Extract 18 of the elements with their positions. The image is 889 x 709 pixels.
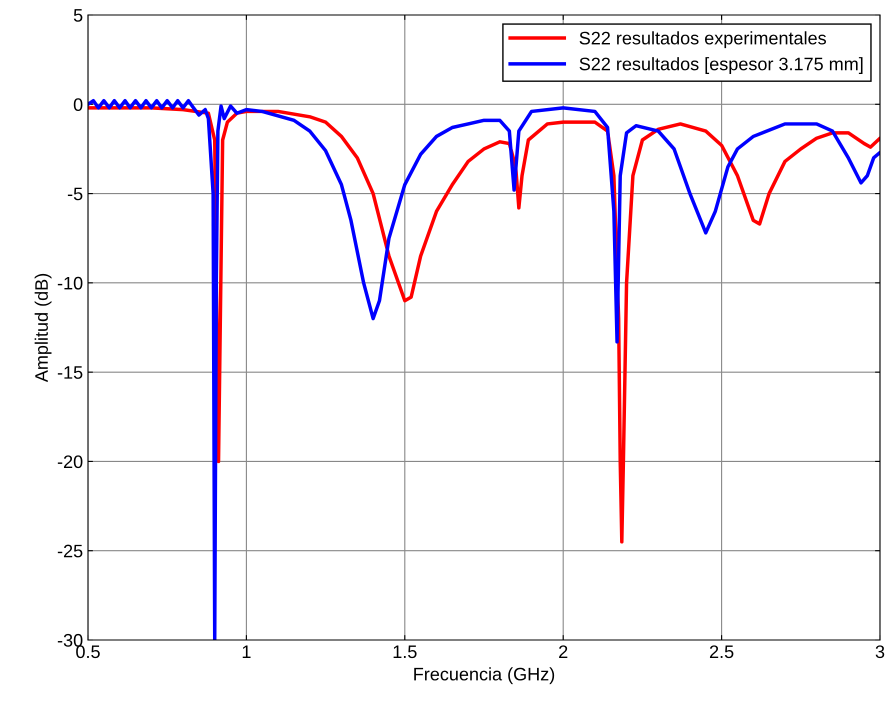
- y-tick-label: 0: [74, 98, 82, 112]
- y-tick-label: -20: [58, 455, 82, 468]
- x-tick-label: 1: [242, 646, 251, 658]
- y-tick-label: -10: [58, 276, 82, 290]
- y-tick-label: 5: [74, 9, 82, 22]
- y-tick-label: -15: [58, 366, 82, 379]
- y-tick-label: -5: [68, 188, 82, 200]
- x-tick-label: 0.5: [76, 645, 100, 658]
- legend-label: S22 resultados experimentales: [580, 31, 826, 48]
- legend-label: S22 resultados [espesor 3.175 mm]: [580, 57, 862, 74]
- y-tick-label: -25: [58, 544, 82, 558]
- y-tick-label: -30: [58, 634, 82, 647]
- x-tick-label: 3: [876, 645, 884, 658]
- x-tick-label: 1.5: [394, 646, 417, 658]
- x-tick-label: 2.5: [710, 645, 734, 658]
- x-tick-label: 2: [559, 645, 568, 658]
- y-axis-title: Amplitud (dB): [34, 274, 52, 382]
- x-axis-title: Frecuencia (GHz): [414, 667, 554, 684]
